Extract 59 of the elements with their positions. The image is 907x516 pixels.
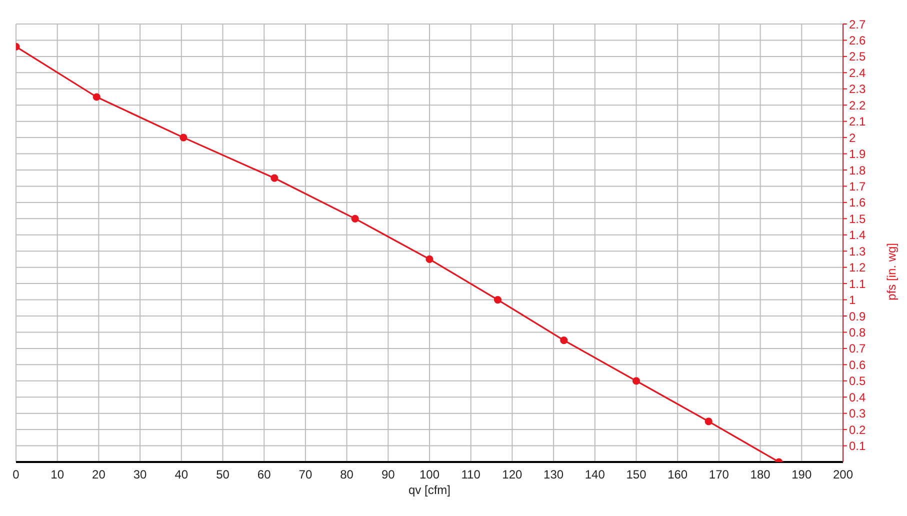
y-tick-label: 0.1 [849,439,866,454]
y-tick-label: 1.6 [849,196,866,210]
y-tick-label: 2.6 [849,33,866,48]
y-tick-label: 0.9 [849,309,866,324]
y-tick-label: 0.7 [849,342,866,356]
x-tick-label: 80 [340,468,354,482]
x-tick-label: 50 [216,468,230,482]
y-tick-label: 1.5 [849,212,866,226]
x-tick-label: 20 [92,468,106,482]
x-tick-label: 170 [708,468,730,482]
y-tick-label: 1.8 [849,163,866,178]
point [351,214,359,222]
x-tick-label: 200 [832,468,854,482]
point [560,336,568,344]
x-tick-label: 30 [133,468,148,482]
x-axis-title: qv [cfm] [408,483,451,497]
x-tick-label: 90 [381,468,396,482]
x-tick-label: 160 [668,468,688,482]
y-tick-label: 2.5 [849,50,866,64]
y-tick-label: 1.1 [849,276,866,291]
y-tick-label: 0.2 [849,422,866,437]
y-tick-label: 1.7 [849,179,866,194]
x-tick-label: 180 [750,468,771,482]
y-tick-label: 0.5 [849,374,866,388]
x-tick-label: 130 [544,468,564,482]
x-tick-label: 40 [174,468,188,482]
x-tick-label: 0 [12,468,20,482]
point [704,418,712,426]
y-tick-label: 1.9 [849,147,866,162]
y-tick-label: 0.3 [849,406,866,421]
y-tick-label: 2.4 [849,66,866,80]
point [426,255,434,264]
y-tick-label: 1.4 [849,228,866,242]
y-tick-label: 2.2 [849,98,866,112]
point [270,174,278,182]
x-tick-label: 190 [792,468,812,482]
y-axis-title: pfs [in. wg] [884,243,898,300]
x-tick-label: 100 [419,468,440,482]
y-tick-label: 2.1 [849,114,866,129]
y-tick-label: 0.6 [849,358,866,372]
y-tick-label: 2.3 [849,82,866,96]
y-tick-label: 1.3 [849,244,866,258]
y-tick-label: 1.2 [849,260,866,275]
x-tick-label: 120 [502,468,523,482]
x-tick-label: 140 [584,468,606,482]
point [180,134,188,142]
point [494,296,502,304]
y-tick-label: 0.8 [849,325,866,340]
x-tick-label: 70 [298,468,312,482]
x-tick-label: 60 [257,468,272,482]
y-tick-label: 0.4 [849,390,866,404]
x-tick-label: 150 [626,468,647,482]
y-tick-label: 2 [849,130,856,145]
y-tick-label: 1 [849,293,856,308]
x-tick-label: 10 [50,468,64,482]
x-tick-label: 110 [461,468,481,482]
y-tick-label: 2.7 [849,17,866,32]
point [92,93,100,101]
point [632,377,640,385]
